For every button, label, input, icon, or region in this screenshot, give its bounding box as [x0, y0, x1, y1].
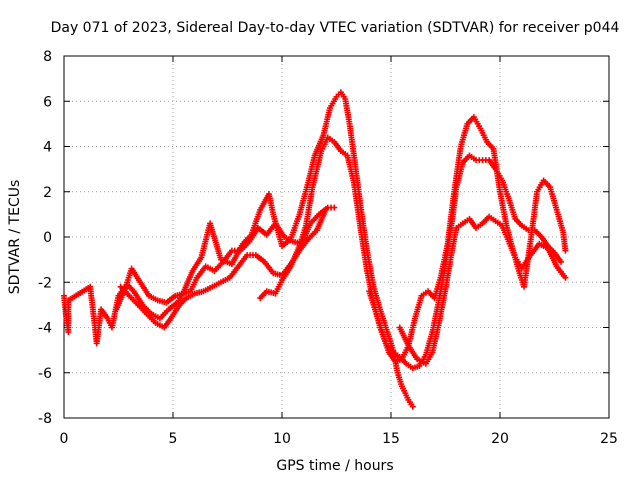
- x-axis-label: GPS time / hours: [276, 458, 393, 474]
- x-tick-label: 0: [60, 431, 69, 447]
- y-tick-label: 8: [43, 49, 52, 65]
- y-axis-label: SDTVAR / TECUs: [7, 180, 23, 295]
- y-tick-label: -2: [38, 275, 52, 291]
- data-point: [331, 204, 338, 211]
- data-point: [562, 274, 569, 281]
- grid: [64, 56, 609, 418]
- y-tick-label: 0: [43, 230, 52, 246]
- data-points: [61, 89, 569, 410]
- y-tick-label: -6: [38, 366, 52, 382]
- data-point: [558, 258, 565, 265]
- chart-title: Day 071 of 2023, Sidereal Day-to-day VTE…: [51, 20, 620, 36]
- y-tick-label: -4: [38, 321, 52, 337]
- y-tick-label: 2: [43, 185, 52, 201]
- x-tick-labels: 0 5 10 15 20 25: [60, 431, 618, 447]
- y-tick-label: 4: [43, 140, 52, 156]
- y-tick-label: 6: [43, 94, 52, 110]
- x-tick-label: 10: [273, 431, 291, 447]
- data-point: [322, 206, 329, 213]
- y-tick-label: -8: [38, 411, 52, 427]
- x-tick-label: 25: [600, 431, 618, 447]
- y-tick-labels: -8 -6 -4 -2 0 2 4 6 8: [38, 49, 52, 427]
- data-point: [562, 247, 569, 254]
- x-tick-label: 15: [382, 431, 400, 447]
- data-point: [409, 403, 416, 410]
- x-tick-label: 20: [491, 431, 509, 447]
- x-tick-label: 5: [169, 431, 178, 447]
